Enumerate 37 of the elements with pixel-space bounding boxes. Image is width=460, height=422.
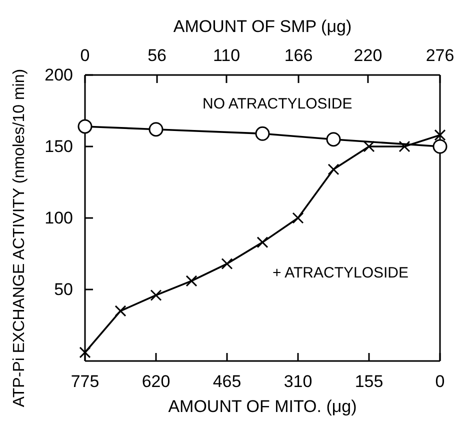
point xyxy=(150,289,162,301)
point xyxy=(255,126,270,141)
point xyxy=(432,139,448,154)
point xyxy=(434,129,446,141)
x2-tick-label: 166 xyxy=(284,46,313,65)
point xyxy=(256,236,268,248)
x-tick-label: 155 xyxy=(354,372,384,392)
y-tick-label: 50 xyxy=(54,280,73,299)
point xyxy=(186,275,198,287)
x2-axis-title: AMOUNT OF SMP (μg) xyxy=(173,17,352,36)
y-tick-label: 100 xyxy=(44,208,73,228)
x-tick-label: 310 xyxy=(284,372,312,392)
y-tick-label: 200 xyxy=(44,65,73,84)
x2-tick-label: 110 xyxy=(212,46,240,65)
x2-tick-label: 220 xyxy=(354,46,382,65)
point xyxy=(221,258,233,270)
x-tick-label: 465 xyxy=(212,372,242,392)
series-label: + ATRACTYLOSIDE xyxy=(272,264,409,282)
x-tick-label: 0 xyxy=(435,372,445,392)
x-axis-title: AMOUNT OF MITO. (μg) xyxy=(168,397,357,416)
point xyxy=(292,212,304,224)
point xyxy=(79,346,91,358)
x2-tick-label: 0 xyxy=(80,46,90,65)
point xyxy=(78,119,92,134)
y-tick-label: 150 xyxy=(44,136,73,156)
point xyxy=(328,164,340,176)
series-label: NO ATRACTYLOSIDE xyxy=(202,96,352,113)
x2-tick-label: 276 xyxy=(426,46,454,65)
x-tick-label: 620 xyxy=(142,372,170,392)
point xyxy=(114,305,126,317)
y-axis-title: ATP-Pi EXCHANGE ACTIVITY (nmoles/10 min) xyxy=(11,68,28,408)
point xyxy=(398,140,410,152)
point xyxy=(326,132,341,147)
x-tick-label: 775 xyxy=(70,372,100,392)
point xyxy=(148,122,164,137)
x2-tick-label: 56 xyxy=(148,46,166,65)
point xyxy=(363,140,375,152)
